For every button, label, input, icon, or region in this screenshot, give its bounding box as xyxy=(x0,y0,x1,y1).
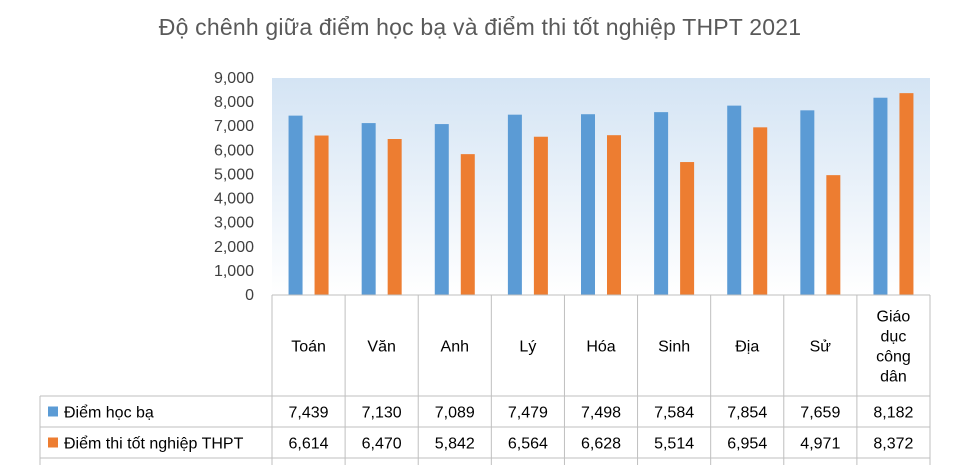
y-tick-label: 0 xyxy=(245,287,254,304)
data-label: 7,854 xyxy=(727,405,767,422)
bar-hoc-ba xyxy=(434,124,449,296)
category-label: Lý xyxy=(519,339,536,356)
category-label: dân xyxy=(880,369,907,386)
category-label: dục xyxy=(881,329,907,346)
category-label: Địa xyxy=(735,339,759,356)
data-label: 8,372 xyxy=(873,436,913,453)
bar-thi-tot-nghiep xyxy=(680,162,695,295)
y-tick-label: 5,000 xyxy=(214,166,254,183)
bar-thi-tot-nghiep xyxy=(533,136,548,295)
bar-hoc-ba xyxy=(288,115,303,295)
legend-label: Điểm học bạ xyxy=(64,404,154,422)
category-label: Giáo xyxy=(877,309,911,326)
data-label: 5,842 xyxy=(435,436,475,453)
category-label: Anh xyxy=(441,339,469,356)
bar-hoc-ba xyxy=(581,114,595,295)
data-label: 4,971 xyxy=(800,436,840,453)
data-label: 7,584 xyxy=(654,405,694,422)
data-label: 6,954 xyxy=(727,436,767,453)
y-tick-label: 2,000 xyxy=(214,239,254,256)
y-tick-label: 7,000 xyxy=(214,118,254,135)
bar-hoc-ba xyxy=(800,110,815,295)
category-label: Sử xyxy=(810,339,832,356)
bar-hoc-ba xyxy=(654,112,669,296)
data-label: 7,130 xyxy=(362,405,402,422)
data-label: 6,564 xyxy=(508,436,548,453)
data-label: 6,628 xyxy=(581,436,621,453)
data-label: 7,089 xyxy=(435,405,475,422)
category-label: Hóa xyxy=(586,339,615,356)
bar-thi-tot-nghiep xyxy=(753,127,768,296)
category-label: công xyxy=(876,349,911,366)
data-label: 7,659 xyxy=(800,405,840,422)
y-tick-label: 1,000 xyxy=(214,263,254,280)
legend-swatch xyxy=(48,437,58,448)
data-label: 7,479 xyxy=(508,405,548,422)
bar-hoc-ba xyxy=(361,123,376,296)
bar-thi-tot-nghiep xyxy=(460,154,475,295)
category-label: Văn xyxy=(367,339,395,356)
bar-thi-tot-nghiep xyxy=(387,139,402,295)
y-tick-label: 3,000 xyxy=(214,215,254,232)
y-tick-label: 8,000 xyxy=(214,94,254,111)
data-label: 7,439 xyxy=(289,405,329,422)
legend-label: Điểm thi tốt nghiệp THPT xyxy=(64,435,244,453)
bar-hoc-ba xyxy=(507,114,522,295)
category-label: Sinh xyxy=(658,339,690,356)
plot-background xyxy=(272,78,930,295)
y-tick-label: 4,000 xyxy=(214,191,254,208)
category-label: Toán xyxy=(291,339,326,356)
bar-hoc-ba xyxy=(727,105,742,295)
bar-thi-tot-nghiep xyxy=(314,135,329,295)
bar-hoc-ba xyxy=(873,97,888,295)
data-label: 6,614 xyxy=(289,436,329,453)
data-label: 8,182 xyxy=(873,405,913,422)
bar-thi-tot-nghiep xyxy=(899,93,914,295)
y-tick-label: 6,000 xyxy=(214,142,254,159)
bar-thi-tot-nghiep xyxy=(607,135,621,295)
bar-thi-tot-nghiep xyxy=(826,175,841,295)
y-tick-label: 9,000 xyxy=(214,70,254,87)
legend-swatch xyxy=(48,406,58,417)
chart-title: Độ chênh giữa điểm học bạ và điểm thi tố… xyxy=(158,14,802,40)
data-label: 7,498 xyxy=(581,405,621,422)
data-label: 6,470 xyxy=(362,436,402,453)
data-label: 5,514 xyxy=(654,436,694,453)
